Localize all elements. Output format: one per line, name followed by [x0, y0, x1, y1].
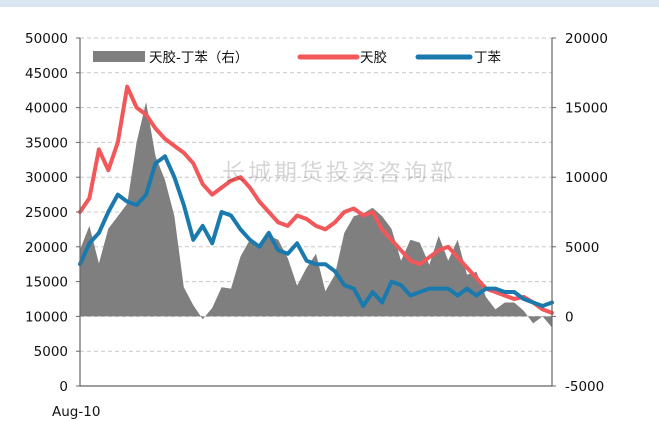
- left-tick-label: 40000: [25, 101, 68, 117]
- left-tick-label: 30000: [25, 170, 68, 186]
- legend: 天胶-丁苯（右） 天胶 丁苯: [93, 49, 501, 66]
- x-tick-first: Aug-10: [52, 404, 100, 420]
- series-line-natural-rubber: [78, 84, 554, 315]
- top-rule: [0, 0, 659, 7]
- right-tick-label: 20000: [565, 31, 608, 47]
- spread-area-layer: [80, 102, 552, 328]
- legend-label-sbr: 丁苯: [474, 50, 501, 66]
- right-axis-ticks: -5000 0 5000 10000 15000 20000: [552, 31, 608, 395]
- left-tick-label: 45000: [25, 66, 68, 82]
- price-lines-layer: [78, 84, 554, 315]
- series-area-spread: [80, 102, 552, 328]
- left-tick-label: 5000: [34, 344, 68, 360]
- left-tick-label: 15000: [25, 275, 68, 291]
- right-tick-label: -5000: [565, 379, 604, 395]
- series-line-sbr: [78, 154, 554, 308]
- right-tick-label: 5000: [565, 240, 599, 256]
- right-tick-label: 0: [565, 309, 574, 325]
- left-tick-label: 0: [59, 379, 68, 395]
- left-tick-label: 50000: [25, 31, 68, 47]
- left-tick-label: 20000: [25, 240, 68, 256]
- left-tick-label: 35000: [25, 135, 68, 151]
- right-tick-label: 15000: [565, 101, 608, 117]
- legend-swatch-spread: [93, 51, 145, 62]
- right-tick-label: 10000: [565, 170, 608, 186]
- legend-label-spread: 天胶-丁苯（右）: [149, 49, 248, 66]
- left-tick-label: 25000: [25, 205, 68, 221]
- legend-label-natural-rubber: 天胶: [360, 49, 387, 66]
- left-tick-label: 10000: [25, 309, 68, 325]
- left-axis-ticks: 0 5000 10000 15000 20000 25000 30000 35000 40000…: [25, 31, 80, 395]
- watermark: 长城期货投资咨询部: [222, 160, 456, 186]
